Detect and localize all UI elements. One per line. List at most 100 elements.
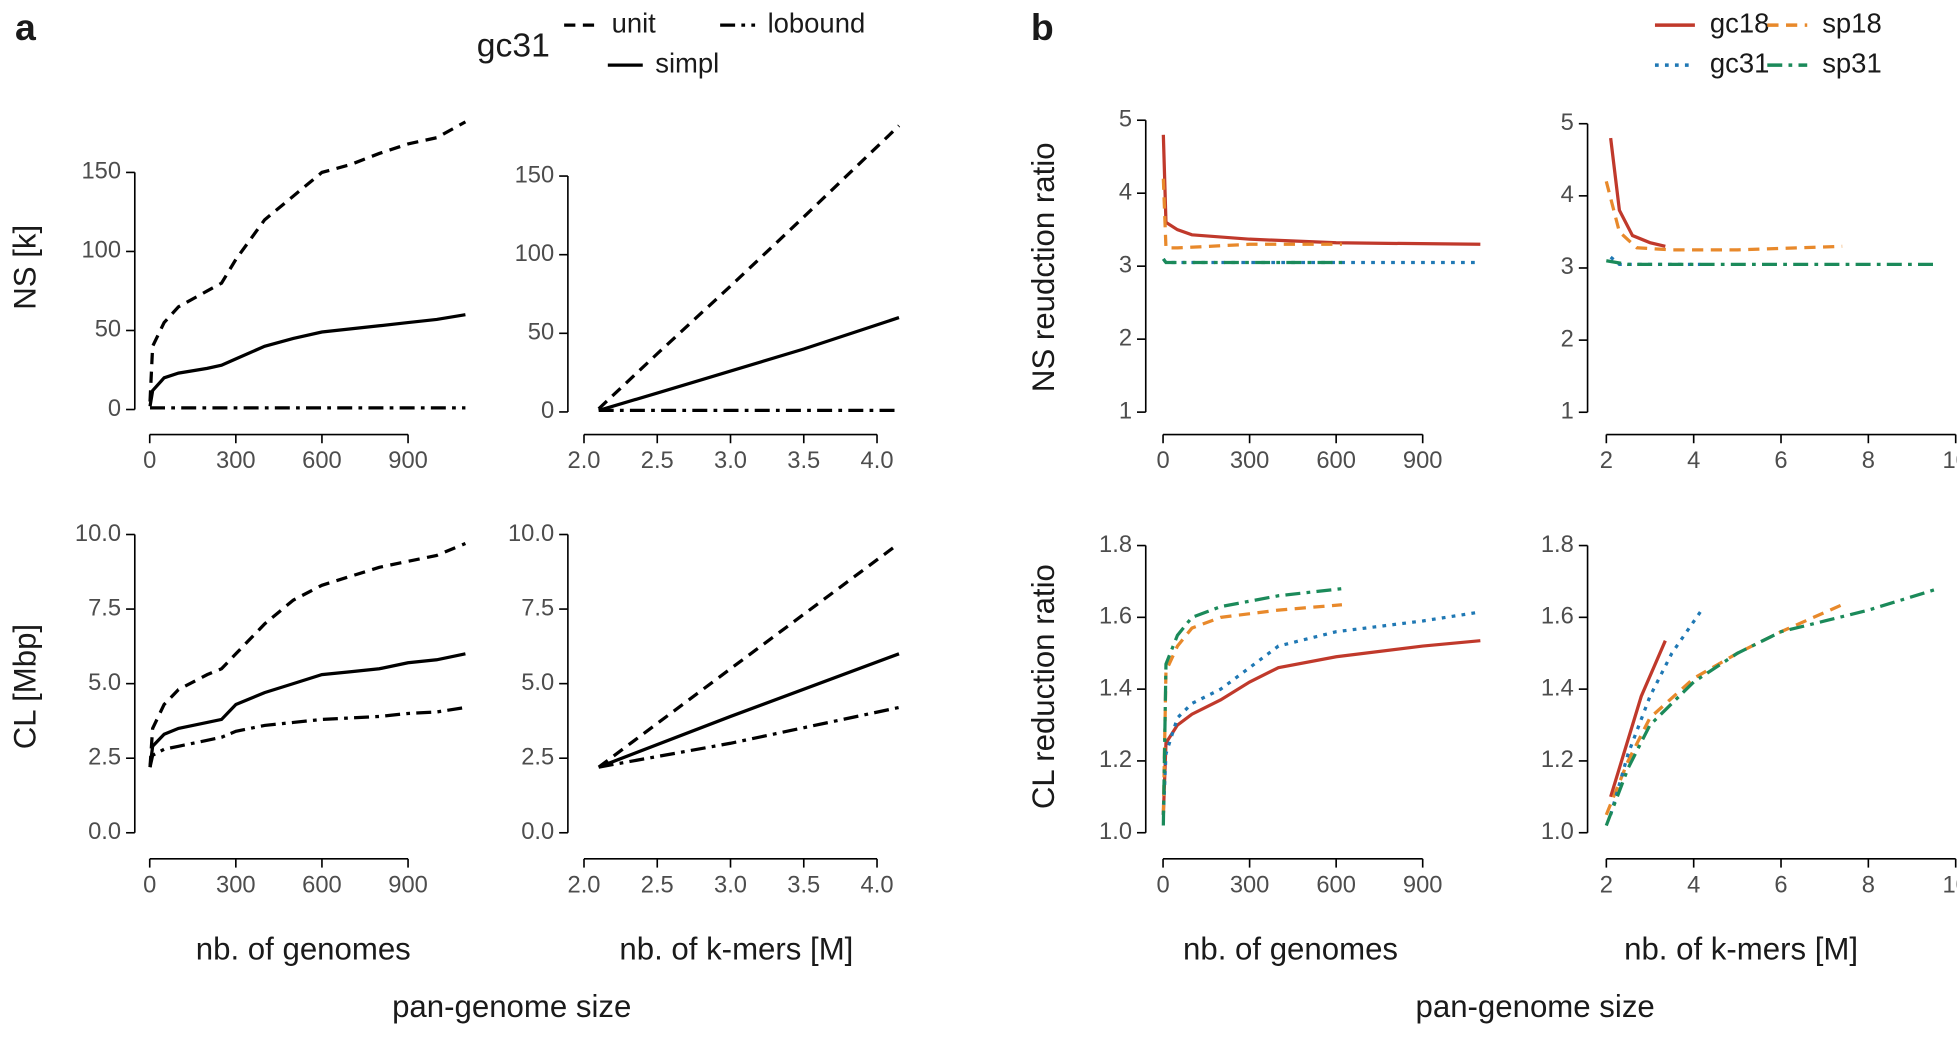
series-line: [1161, 178, 1342, 250]
series-line: [598, 316, 900, 412]
series-line: [1161, 134, 1481, 246]
x-tick-label: 10: [1943, 448, 1957, 474]
series-line: [1161, 639, 1481, 815]
x-tick-label: 600: [302, 448, 342, 474]
x-tick-label: 6: [1774, 448, 1787, 474]
legend-label: gc18: [1710, 7, 1770, 38]
y-tick-label: 0: [108, 396, 121, 422]
y-tick-label: 0.0: [88, 819, 121, 845]
x-tick-label: 2.5: [641, 873, 674, 899]
series-line: [148, 120, 467, 402]
x-tick-label: 4: [1687, 873, 1700, 899]
x-tick-label: 4.0: [861, 448, 894, 474]
series-line: [597, 124, 901, 410]
x-tick-label: 6: [1774, 873, 1787, 899]
shared-x-label: pan-genome size: [392, 989, 631, 1024]
y-tick-label: 1.2: [1541, 747, 1574, 773]
y-axis-label: CL [Mbp]: [8, 624, 43, 749]
y-tick-label: 0.0: [521, 819, 554, 845]
y-tick-label: 1.6: [1541, 604, 1574, 630]
series-line: [1162, 257, 1342, 265]
x-tick-label: 600: [1316, 448, 1356, 474]
panel-label: b: [1031, 6, 1054, 48]
y-tick-label: 3: [1561, 254, 1574, 280]
y-tick-label: 10.0: [75, 521, 121, 547]
x-axis-label: nb. of k-mers [M]: [1624, 931, 1858, 966]
y-tick-label: 1: [1561, 399, 1574, 425]
series-line: [1161, 603, 1343, 815]
legend-label: sp18: [1822, 7, 1882, 38]
y-tick-label: 4: [1119, 179, 1132, 205]
y-tick-label: 150: [82, 159, 122, 185]
legend-label: simpl: [655, 47, 719, 78]
series-line: [148, 652, 466, 768]
y-tick-label: 1: [1119, 398, 1132, 424]
x-tick-label: 900: [388, 873, 428, 899]
x-tick-label: 8: [1862, 448, 1875, 474]
x-axis-label: nb. of genomes: [196, 931, 411, 966]
x-tick-label: 0: [1156, 873, 1169, 899]
x-tick-label: 300: [216, 873, 256, 899]
legend-label: sp31: [1822, 47, 1882, 78]
y-tick-label: 5: [1561, 110, 1574, 136]
series-line: [597, 542, 900, 769]
series-line: [598, 652, 900, 769]
y-tick-label: 1.6: [1099, 604, 1132, 630]
series-line: [598, 705, 900, 769]
y-tick-label: 2: [1561, 326, 1574, 352]
x-tick-label: 2.0: [568, 448, 601, 474]
y-axis-label: NS reudction ratio: [1026, 142, 1061, 392]
y-tick-label: 1.4: [1099, 675, 1132, 701]
series-line: [1604, 180, 1843, 252]
x-tick-label: 2: [1600, 448, 1613, 474]
shared-x-label: pan-genome size: [1416, 989, 1655, 1024]
legend-label: gc31: [1710, 47, 1770, 78]
series-line: [1609, 255, 1701, 267]
x-tick-label: 4: [1687, 448, 1700, 474]
x-tick-label: 10: [1943, 873, 1957, 899]
y-tick-label: 50: [528, 320, 554, 346]
y-axis-label: NS [k]: [8, 225, 43, 310]
series-line: [148, 705, 466, 768]
x-tick-label: 300: [216, 448, 256, 474]
y-tick-label: 0: [541, 398, 554, 424]
x-tick-label: 4.0: [861, 873, 894, 899]
y-tick-label: 7.5: [88, 595, 121, 621]
x-tick-label: 600: [1316, 873, 1356, 899]
panel-label: a: [15, 6, 37, 48]
y-tick-label: 2: [1119, 325, 1132, 351]
y-tick-label: 1.8: [1099, 532, 1132, 558]
x-tick-label: 0: [143, 873, 156, 899]
series-line: [1609, 611, 1702, 816]
y-axis-label: CL reduction ratio: [1026, 564, 1061, 809]
x-tick-label: 3.5: [787, 448, 820, 474]
y-tick-label: 3: [1119, 252, 1132, 278]
series-line: [148, 541, 467, 768]
series-line: [1609, 137, 1666, 248]
y-tick-label: 150: [515, 162, 555, 188]
x-tick-label: 2: [1600, 873, 1613, 899]
y-tick-label: 1.0: [1099, 819, 1132, 845]
y-tick-label: 1.0: [1541, 819, 1574, 845]
x-tick-label: 900: [1403, 448, 1443, 474]
series-line: [1606, 259, 1939, 267]
series-line: [148, 313, 466, 407]
y-tick-label: 5.0: [521, 670, 554, 696]
series-line: [1161, 587, 1343, 826]
legend-label: unit: [612, 7, 657, 38]
y-tick-label: 50: [95, 317, 121, 343]
x-tick-label: 600: [302, 873, 342, 899]
y-tick-label: 1.2: [1099, 747, 1132, 773]
legend-title: gc31: [477, 28, 550, 65]
series-line: [1161, 610, 1481, 815]
x-tick-label: 3.0: [714, 448, 747, 474]
y-tick-label: 5: [1119, 106, 1132, 132]
x-tick-label: 3.0: [714, 873, 747, 899]
x-tick-label: 300: [1230, 873, 1270, 899]
y-tick-label: 10.0: [508, 521, 554, 547]
y-tick-label: 1.4: [1541, 675, 1574, 701]
y-tick-label: 100: [515, 241, 555, 267]
x-tick-label: 900: [388, 448, 428, 474]
y-tick-label: 1.8: [1541, 532, 1574, 558]
